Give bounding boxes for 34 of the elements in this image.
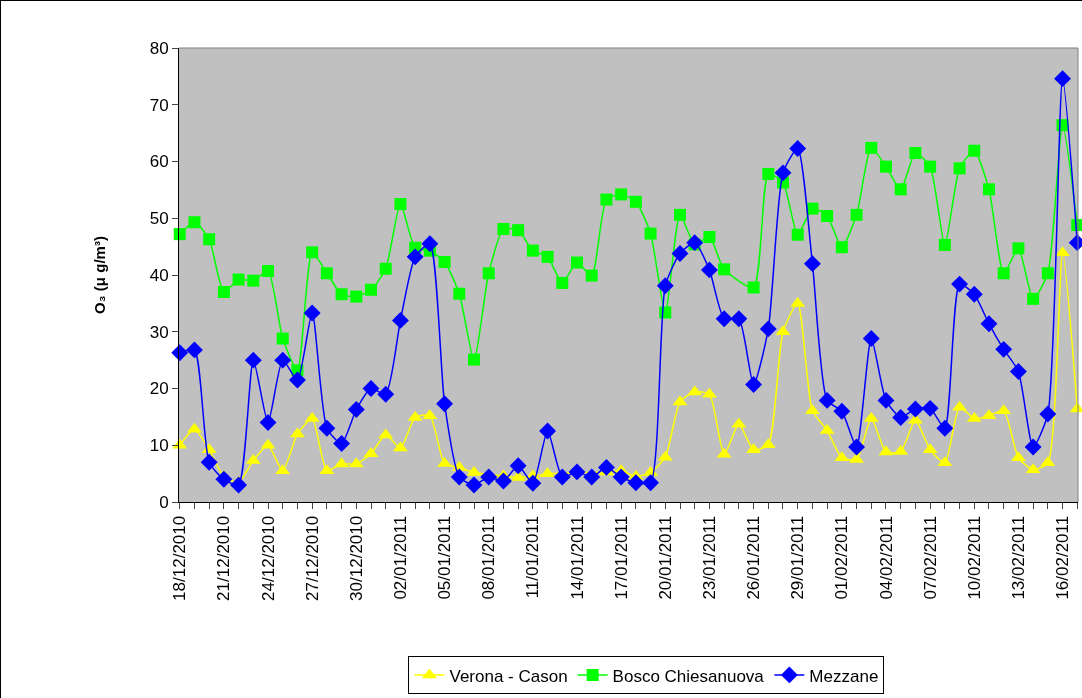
x-tick-label: 14/01/2011	[567, 515, 587, 600]
x-tick-label: 05/01/2011	[435, 515, 455, 600]
y-tick-label: 60	[149, 152, 169, 172]
x-tick-label: 01/02/2011	[832, 515, 852, 600]
x-tick-label: 26/01/2011	[744, 515, 764, 600]
y-tick-label: 70	[149, 95, 169, 115]
x-tick-label: 23/01/2011	[699, 515, 719, 600]
y-tick-label: 0	[159, 492, 169, 512]
y-tick-label: 40	[149, 265, 169, 285]
x-tick-label: 24/12/2010	[258, 515, 278, 601]
x-tick-label: 11/01/2011	[523, 515, 543, 599]
y-tick-label: 50	[149, 209, 169, 229]
x-tick-label: 20/01/2011	[655, 515, 675, 600]
x-tick-label: 17/01/2011	[611, 515, 631, 600]
x-tick-label: 21/12/2010	[214, 515, 234, 601]
legend-label: Mezzane	[809, 666, 879, 686]
y-tick-label: 30	[149, 322, 169, 342]
y-tick-label: 20	[149, 379, 169, 399]
x-tick-label: 02/01/2011	[390, 515, 410, 600]
legend-label: Verona - Cason	[449, 666, 568, 686]
x-tick-label: 18/12/2010	[170, 515, 190, 601]
y-tick-label: 80	[149, 38, 169, 58]
y-tick-label: 10	[149, 436, 169, 456]
legend-label: Bosco Chiesanuova	[612, 666, 765, 686]
x-tick-label: 07/02/2011	[920, 515, 940, 600]
x-tick-label: 29/01/2011	[788, 515, 808, 600]
x-tick-label: 16/02/2011	[1053, 515, 1073, 600]
y-axis-title: O₃ (μ g/m³)	[90, 236, 108, 314]
x-tick-label: 30/12/2010	[346, 515, 366, 601]
x-tick-label: 04/02/2011	[876, 515, 896, 600]
x-tick-label: 08/01/2011	[479, 515, 499, 600]
x-tick-label: 27/12/2010	[302, 515, 322, 601]
x-tick-label: 10/02/2011	[964, 515, 984, 600]
x-tick-label: 13/02/2011	[1008, 515, 1028, 600]
